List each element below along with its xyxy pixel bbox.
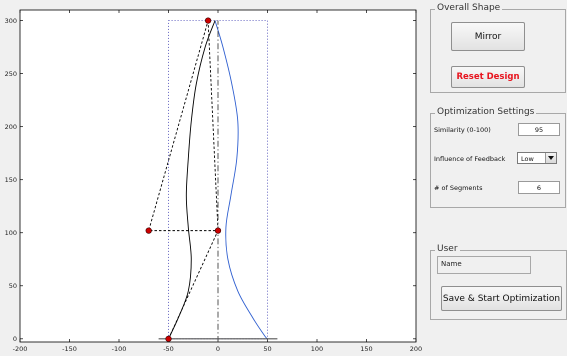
similarity-label: Similarity (0-100) <box>434 126 491 134</box>
mirror-button[interactable]: Mirror <box>451 22 525 51</box>
bounding-box <box>168 20 268 340</box>
y-tick-label: 300 <box>5 17 17 25</box>
user-title: User <box>435 244 460 254</box>
feedback-influence-label: Influence of Feedback <box>434 155 506 163</box>
y-tick-label: 0 <box>13 335 17 343</box>
x-tick-label: 0 <box>216 345 220 353</box>
overall-shape-title: Overall Shape <box>435 3 503 13</box>
x-tick-label: 100 <box>311 345 323 353</box>
x-tick-label: -150 <box>62 345 77 353</box>
optimization-settings-title: Optimization Settings <box>435 107 537 117</box>
overall-shape-panel: Overall Shape <box>430 3 566 93</box>
feedback-influence-value: Low <box>521 154 534 163</box>
control-point[interactable] <box>205 17 212 24</box>
y-tick-label: 200 <box>5 123 17 131</box>
save-start-optimization-button[interactable]: Save & Start Optimization <box>441 286 562 311</box>
x-tick-label: -50 <box>163 345 174 353</box>
design-plot[interactable]: -200 -150 -100 -50 0 50 100 150 200 0 50 100 150 200 2… <box>0 0 430 356</box>
right-profile-curve <box>214 20 268 340</box>
feedback-influence-select[interactable]: Low <box>517 152 557 164</box>
optimization-settings-panel: Optimization Settings <box>430 107 566 208</box>
reset-design-button[interactable]: Reset Design <box>451 66 525 88</box>
control-point[interactable] <box>214 227 222 234</box>
similarity-input[interactable]: 95 <box>518 123 560 136</box>
name-field[interactable]: Name <box>437 256 531 274</box>
control-polygon-inner <box>207 20 219 231</box>
y-tick-label: 250 <box>5 70 17 78</box>
segments-label: # of Segments <box>434 184 483 192</box>
x-tick-label: -100 <box>112 345 127 353</box>
chevron-down-icon[interactable] <box>545 153 556 163</box>
control-polygon <box>148 20 219 340</box>
control-point[interactable] <box>165 335 172 342</box>
left-profile-curve <box>168 20 216 340</box>
y-tick-label: 100 <box>5 229 17 237</box>
y-tick-label: 50 <box>9 282 17 290</box>
control-point[interactable] <box>145 227 152 234</box>
segments-input[interactable]: 6 <box>518 181 560 194</box>
plot-area <box>19 9 417 343</box>
x-tick-label: 50 <box>263 345 271 353</box>
x-tick-label: 200 <box>410 345 422 353</box>
x-tick-label: 150 <box>360 345 372 353</box>
x-tick-label: -200 <box>13 345 28 353</box>
y-tick-label: 150 <box>5 176 17 184</box>
